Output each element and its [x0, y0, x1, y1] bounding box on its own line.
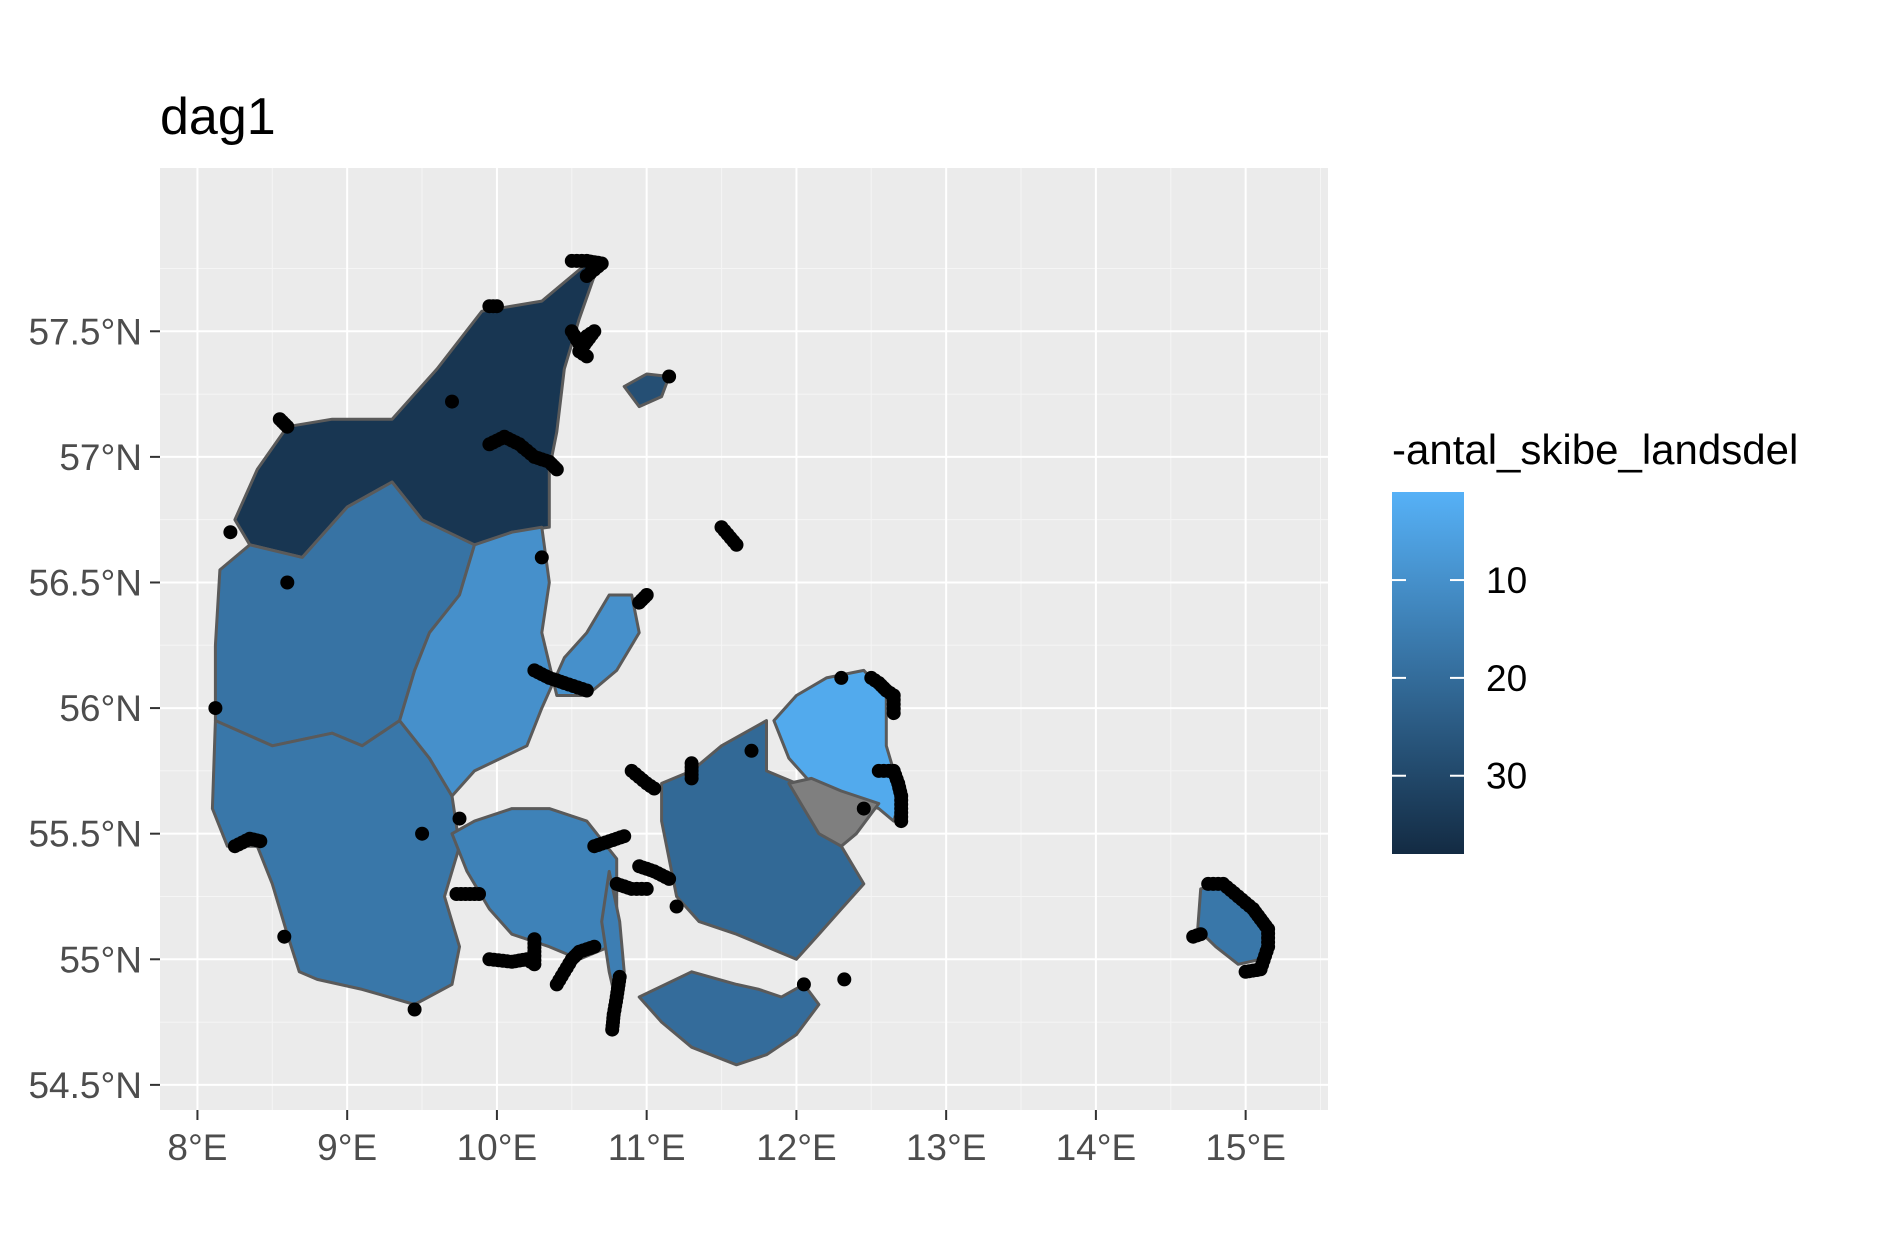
ship-point — [617, 829, 632, 844]
ship-point — [662, 369, 677, 384]
ship-point — [452, 811, 467, 826]
x-tick-label: 10°E — [457, 1127, 538, 1168]
ship-point — [647, 781, 662, 796]
region-zealand — [660, 719, 866, 961]
ship-point — [407, 1002, 422, 1017]
legend-tick-label: 30 — [1486, 756, 1527, 797]
ship-point — [549, 462, 564, 477]
ship-point — [579, 683, 594, 698]
y-tick-label: 55.5°N — [28, 814, 142, 855]
legend-tick-label: 20 — [1486, 658, 1527, 699]
ship-point — [837, 972, 852, 987]
region-south-jutland — [210, 719, 461, 1006]
ship-point — [280, 419, 295, 434]
x-tick-label: 14°E — [1056, 1127, 1137, 1168]
x-tick-label: 15°E — [1205, 1127, 1286, 1168]
region-lolland-falster — [637, 970, 821, 1067]
ship-point — [662, 871, 677, 886]
x-tick-label: 11°E — [608, 1127, 686, 1168]
ship-point — [894, 814, 909, 829]
ship-point — [1238, 964, 1253, 979]
ship-point — [834, 670, 849, 685]
x-axis: 8°E 9°E 10°E 11°E 12°E 13°E 14°E 15°E — [167, 1110, 1286, 1168]
x-tick-label: 9°E — [317, 1127, 377, 1168]
ship-point — [280, 575, 295, 590]
y-axis: 54.5°N 55°N 55.5°N 56°N 56.5°N 57°N 57.5°N — [28, 311, 160, 1106]
map-regions — [210, 262, 1270, 1067]
ship-point — [277, 929, 292, 944]
ship-points — [208, 253, 1276, 1037]
legend-ticks: 10 20 30 — [1392, 560, 1527, 797]
legend-colorbar — [1392, 492, 1464, 854]
x-tick-label: 12°E — [756, 1127, 837, 1168]
legend: -antal_skibe_landsdel 10 20 30 — [1392, 426, 1798, 854]
region-east-jutland — [398, 525, 641, 798]
ship-point — [223, 525, 238, 540]
ship-point — [253, 834, 268, 849]
ship-point — [527, 932, 542, 947]
ship-point — [1193, 927, 1208, 942]
ship-point — [639, 588, 654, 602]
ship-point — [639, 881, 654, 896]
y-tick-label: 57.5°N — [28, 311, 142, 352]
ship-point — [729, 537, 744, 552]
y-tick-label: 57°N — [59, 437, 142, 478]
ship-point — [472, 887, 486, 901]
ship-point — [445, 394, 459, 409]
ship-point — [684, 771, 699, 786]
ship-point — [744, 743, 759, 758]
ship-point — [856, 801, 871, 816]
region-na-region — [787, 776, 881, 848]
legend-tick-label: 10 — [1486, 560, 1527, 601]
x-tick-label: 8°E — [167, 1127, 227, 1168]
y-tick-label: 56°N — [59, 688, 142, 729]
y-tick-label: 55°N — [59, 939, 142, 980]
ship-point — [208, 701, 223, 716]
ship-point — [579, 269, 594, 283]
plot-title: dag1 — [160, 88, 276, 146]
ship-point — [415, 826, 430, 841]
x-tick-label: 13°E — [906, 1127, 987, 1168]
ship-point — [605, 1022, 620, 1037]
y-tick-label: 56.5°N — [28, 562, 142, 603]
y-tick-label: 54.5°N — [28, 1065, 142, 1106]
ship-point — [796, 977, 811, 992]
ship-point — [587, 939, 602, 954]
region-laeso — [622, 372, 671, 409]
ship-point — [534, 550, 549, 565]
ship-point — [886, 706, 901, 721]
ship-point — [579, 349, 594, 364]
ship-point — [669, 899, 684, 914]
legend-title: -antal_skibe_landsdel — [1392, 426, 1798, 473]
ship-point — [489, 299, 504, 314]
